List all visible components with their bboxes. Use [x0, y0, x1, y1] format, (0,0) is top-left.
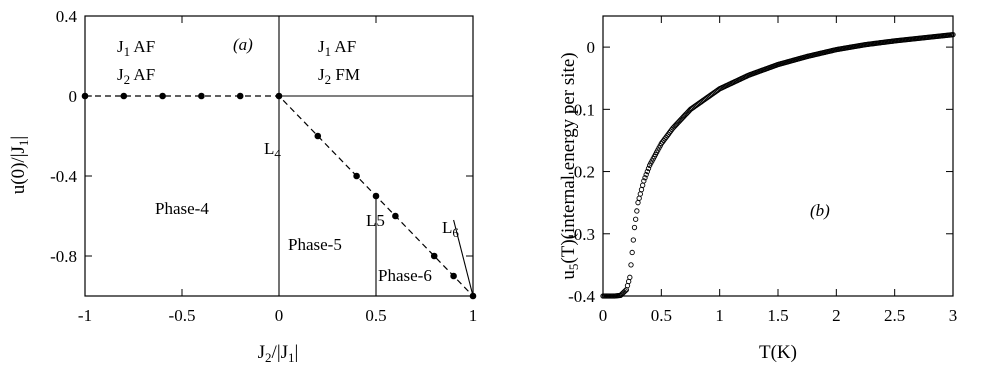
panel-b-data-point	[634, 208, 640, 214]
panel-b-data-point	[635, 200, 641, 206]
panel-a-data-point	[198, 92, 205, 100]
panel-a-data-point	[159, 92, 166, 100]
panel-b-x-tick-label: 1.5	[767, 306, 788, 325]
panel-a-y-tick-label: -0.4	[50, 167, 77, 186]
panel-b-data-point	[645, 165, 652, 172]
panel-b-data-point	[628, 262, 634, 268]
panel-b: 0 0.5 1 1.5 2 2.5 30-0.1-0.2-0.3-0.4 (b) T(K) …	[558, 15, 957, 363]
panel-b-data-point	[643, 172, 649, 178]
panel-a-data-point	[314, 132, 322, 140]
panel-a-x-tick-label: -0.5	[169, 306, 196, 325]
panel-b-data-point	[644, 168, 650, 175]
panel-a-y-tick-label: 0	[69, 87, 78, 106]
panel-b-data-point	[637, 191, 643, 197]
panel-a-data-point	[430, 252, 438, 260]
panel-b-data-point	[631, 224, 638, 231]
panel-a-data-point	[450, 272, 457, 280]
panel-b-y-tick-label: -0.2	[568, 163, 595, 182]
panel-b-data-point	[640, 182, 646, 188]
panel-b-x-tick-label: 3	[949, 306, 958, 325]
panel-b-plot-frame	[602, 15, 954, 297]
panel-b-y-tick-label: -0.1	[568, 100, 595, 119]
panel-b-y-tick-label: 0	[587, 38, 596, 57]
panel-b-x-axis-title: T(K)	[759, 342, 797, 363]
panel-b-series	[600, 32, 956, 299]
panel-a-data-point	[275, 92, 283, 100]
panel-b-y-tick-label: -0.3	[568, 225, 595, 244]
region-phase-5: Phase-5	[288, 235, 342, 254]
panel-a-data-point	[372, 192, 380, 200]
panel-b-data-point	[641, 178, 647, 184]
panel-b-x-tick-label: 0	[599, 306, 608, 325]
panel-b-data-point	[630, 237, 636, 243]
panel-a: -1 -0.5 0 0.5 1 0.4 0 -0.4 -0.8 J1 AF J2 AF J1 A…	[8, 7, 477, 365]
panel-b-x-tick-label: 2	[832, 306, 841, 325]
panel-b-data-point	[638, 186, 645, 193]
panel-b-data-point	[627, 274, 633, 280]
panel-b-ticks: 0 0.5 1 1.5 2 2.5 3 0 -0.1 -0.2 -0.3 -0.4	[568, 16, 957, 325]
panel-a-x-tick-label: 0.5	[365, 306, 386, 325]
region-upper-right-line2: J2 FM	[318, 65, 360, 87]
region-phase-6: Phase-6	[378, 266, 432, 285]
panel-a-data-point	[236, 92, 244, 100]
panel-b-data-point	[629, 249, 635, 256]
panel-a-data-point	[392, 212, 399, 220]
panel-a-y-tick-label: 0.4	[56, 7, 78, 26]
label-L4: L4	[264, 139, 281, 161]
panel-a-boundary-lines	[278, 16, 474, 297]
panel-a-y-tick-label: -0.8	[50, 247, 77, 266]
panel-a-x-tick-label: -1	[78, 306, 92, 325]
panel-a-label: (a)	[233, 35, 253, 54]
panel-b-label: (b)	[810, 201, 830, 220]
panel-a-x-tick-label: 0	[275, 306, 284, 325]
panel-a-data-point	[120, 92, 128, 100]
panel-b-data-point	[633, 216, 639, 222]
region-phase-4: Phase-4	[155, 199, 209, 218]
panel-a-x-tick-label: 1	[469, 306, 478, 325]
panel-a-ticks: -1 -0.5 0 0.5 1 0.4 0 -0.4 -0.8	[50, 7, 477, 325]
label-L6: L6	[442, 218, 459, 240]
panel-b-data-point	[636, 195, 642, 201]
label-L5: L5	[366, 211, 385, 230]
panel-b-x-tick-label: 1	[715, 306, 724, 325]
panel-b-y-axis-title: u5(T)(internal energy per site)	[558, 52, 581, 279]
region-upper-left-line2: J2 AF	[117, 65, 155, 87]
panel-a-series	[81, 92, 477, 300]
region-upper-right-line1: J1 AF	[318, 37, 356, 59]
panel-a-x-axis-title: J2/|J1|	[258, 342, 299, 365]
panel-a-y-axis-title: u(0)/|J1|	[8, 136, 31, 194]
panel-a-data-point	[353, 172, 360, 180]
panel-b-data-point	[642, 175, 648, 181]
panel-b-x-tick-label: 2.5	[884, 306, 905, 325]
panel-b-data-point	[622, 288, 628, 294]
panel-b-x-tick-label: 0.5	[651, 306, 672, 325]
region-upper-left-line1: J1 AF	[117, 37, 155, 59]
panel-a-boundary-line	[453, 219, 474, 297]
panel-b-y-tick-label: -0.4	[568, 287, 595, 306]
